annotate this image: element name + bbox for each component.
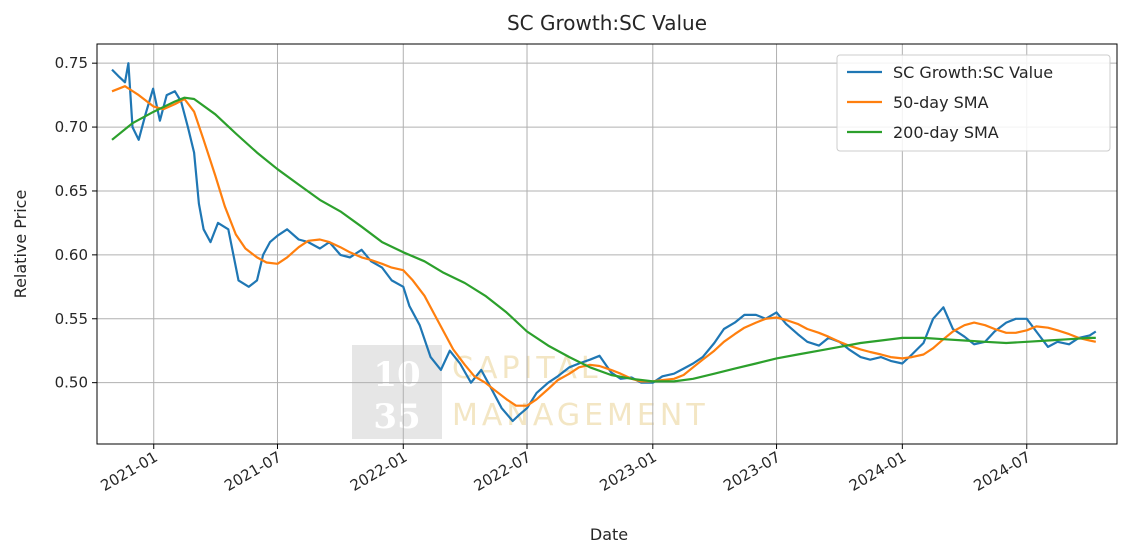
plot-frame <box>96 43 1118 445</box>
watermark-word-bottom: MANAGEMENT <box>452 398 709 433</box>
series-line-2 <box>111 85 1097 407</box>
x-tick-label: 2023-07 <box>720 448 783 495</box>
y-tick-label: 0.50 <box>55 374 88 392</box>
watermark-logo-box <box>352 345 442 439</box>
watermark-number-top: 10 <box>373 355 420 395</box>
watermark-number-bottom: 35 <box>373 397 420 437</box>
y-axis-title: Relative Price <box>11 190 30 299</box>
x-tick-label: 2021-07 <box>221 448 284 495</box>
legend-label-3: 200-day SMA <box>893 123 999 142</box>
x-tick-label: 2024-07 <box>970 448 1033 495</box>
series-line-3 <box>111 96 1096 383</box>
x-axis: 2021-01 2021-07 2022-01 2022-07 2023-01 2023-… <box>97 444 1034 495</box>
y-tick-label: 0.75 <box>55 54 88 72</box>
chart-title: SC Growth:SC Value <box>507 11 707 35</box>
series-line-1 <box>111 62 1097 423</box>
legend: SC Growth:SC Value 50-day SMA 200-day SMA <box>836 54 1111 152</box>
legend-box <box>836 54 1111 152</box>
x-axis-title: Date <box>590 525 628 544</box>
x-tick-label: 2022-07 <box>471 448 534 495</box>
y-tick-label: 0.70 <box>55 118 88 136</box>
x-tick-label: 2021-01 <box>97 448 160 495</box>
watermark-word-top: CAPITAL <box>452 351 602 386</box>
x-tick-label: 2022-01 <box>347 448 410 495</box>
x-tick-label: 2023-01 <box>597 448 660 495</box>
y-tick-label: 0.65 <box>55 182 88 200</box>
x-tick-label: 2024-01 <box>846 448 909 495</box>
y-axis: 0.50 0.55 0.60 0.65 0.70 0.75 <box>55 54 97 392</box>
legend-label-2: 50-day SMA <box>893 93 989 112</box>
series-lines <box>111 62 1097 423</box>
y-tick-label: 0.60 <box>55 246 88 264</box>
legend-label-1: SC Growth:SC Value <box>893 63 1053 82</box>
y-tick-label: 0.55 <box>55 310 88 328</box>
grid <box>97 44 1117 444</box>
watermark: 10 35 CAPITAL MANAGEMENT <box>352 345 709 439</box>
